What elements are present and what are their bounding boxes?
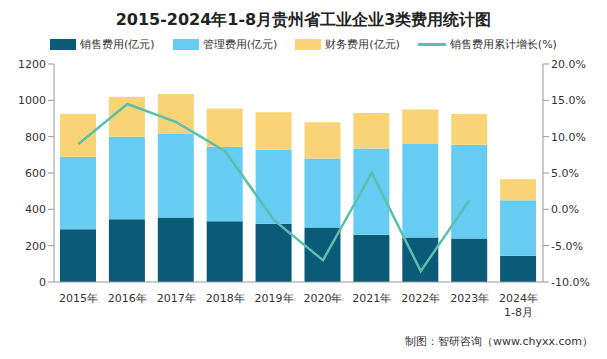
html-text:管理费用(亿元): 管理费用(亿元) [202,38,278,51]
html-text:2015-2024年1-8月贵州省工业企业3类费用统计图: 2015-2024年1-8月贵州省工业企业3类费用统计图 [115,10,492,29]
svg-text:2021年: 2021年 [352,292,391,305]
html-text:制图：智研咨询（www.chyxx.com）: 制图：智研咨询（www.chyxx.com） [405,335,593,348]
svg-text:-10.0%: -10.0% [551,276,590,289]
html-text:财务费用(亿元): 财务费用(亿元) [325,38,400,51]
svg-text:2022年: 2022年 [401,292,440,305]
html-text:销售费用累计增长(%): 销售费用累计增长(%) [449,38,557,51]
svg-text:800: 800 [25,131,46,144]
svg-text:15.0%: 15.0% [551,94,586,107]
svg-text:200: 200 [25,240,46,253]
svg-text:1000: 1000 [18,94,46,107]
svg-text:2015年: 2015年 [59,292,98,305]
svg-text:-5.0%: -5.0% [551,240,583,253]
svg-text:0.0%: 0.0% [551,203,579,216]
html-text:销售费用(亿元): 销售费用(亿元) [80,38,155,51]
svg-text:20.0%: 20.0% [551,58,586,71]
svg-text:2016年: 2016年 [108,292,147,305]
svg-text:2023年: 2023年 [450,292,489,305]
svg-text:10.0%: 10.0% [551,131,586,144]
svg-text:2017年: 2017年 [157,292,196,305]
svg-text:600: 600 [25,167,46,180]
svg-text:2018年: 2018年 [206,292,245,305]
svg-text:2020年: 2020年 [303,292,342,305]
svg-text:5.0%: 5.0% [551,167,579,180]
svg-text:2019年: 2019年 [255,292,294,305]
svg-text:400: 400 [25,203,46,216]
svg-text:1200: 1200 [18,58,46,71]
svg-text:2024年1-8月: 2024年1-8月 [499,292,538,319]
svg-text:0: 0 [39,276,46,289]
